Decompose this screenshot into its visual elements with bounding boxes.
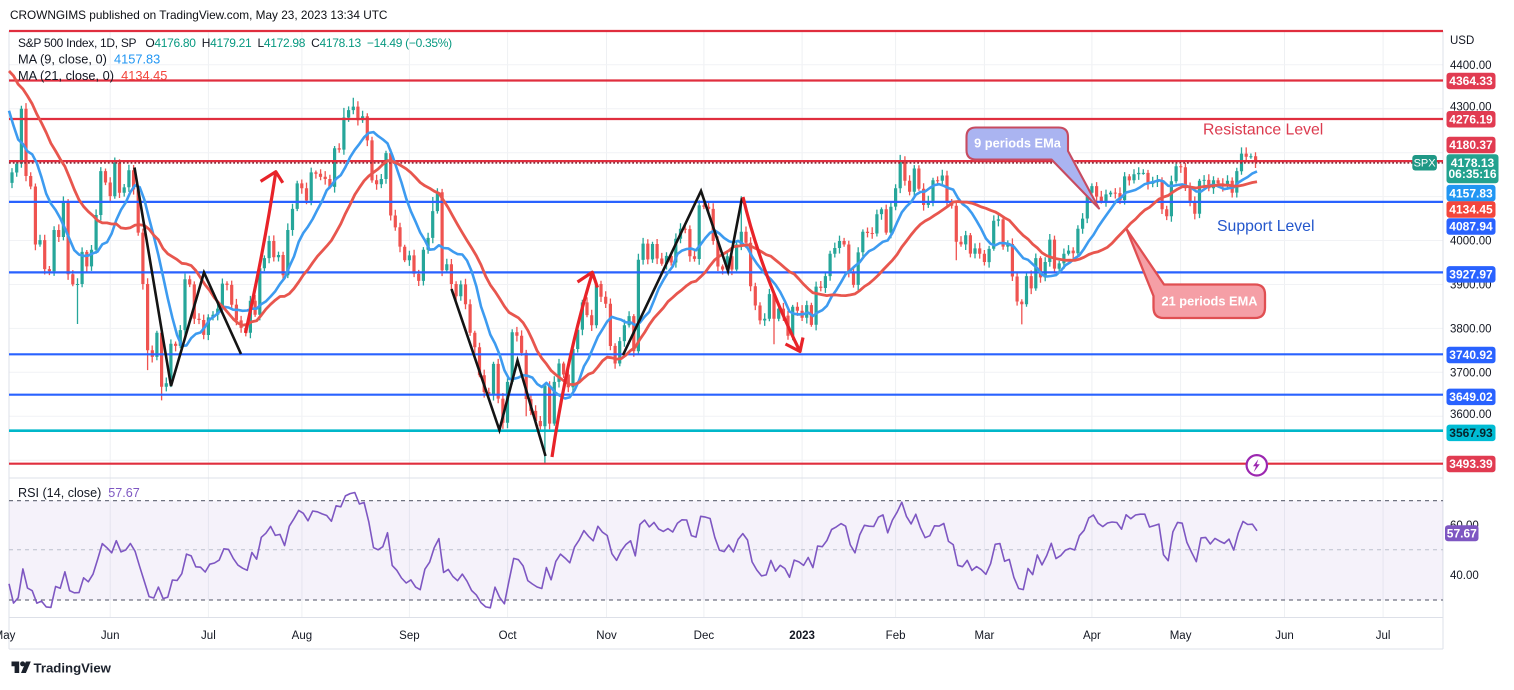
svg-text:4000.00: 4000.00: [1450, 236, 1492, 248]
svg-text:4300.00: 4300.00: [1450, 102, 1492, 114]
svg-text:MA (21, close, 0) 4134.45: MA (21, close, 0) 4134.45: [18, 68, 167, 83]
svg-text:TradingView: TradingView: [34, 661, 112, 676]
svg-text:RSI (14, close) 57.67: RSI (14, close) 57.67: [18, 486, 140, 500]
svg-text:MA (9, close, 0) 4157.83: MA (9, close, 0) 4157.83: [18, 52, 160, 67]
svg-text:4134.45: 4134.45: [1449, 203, 1493, 217]
svg-text:Mar: Mar: [974, 630, 994, 642]
svg-text:Jun: Jun: [1275, 630, 1294, 642]
svg-text:3700.00: 3700.00: [1450, 367, 1492, 379]
svg-text:06:35:16: 06:35:16: [1448, 167, 1496, 181]
svg-text:Apr: Apr: [1083, 630, 1101, 642]
svg-text:May: May: [1170, 630, 1192, 642]
svg-text:3927.97: 3927.97: [1449, 268, 1493, 282]
svg-text:Sep: Sep: [399, 630, 419, 642]
svg-text:57.67: 57.67: [1447, 526, 1477, 540]
svg-text:USD: USD: [1450, 35, 1474, 47]
svg-text:Nov: Nov: [596, 630, 617, 642]
svg-text:Jun: Jun: [101, 630, 120, 642]
svg-text:4180.37: 4180.37: [1449, 138, 1493, 152]
svg-text:Dec: Dec: [694, 630, 715, 642]
svg-text:SPX: SPX: [1414, 158, 1437, 170]
svg-text:4276.19: 4276.19: [1449, 113, 1493, 127]
svg-text:4157.83: 4157.83: [1449, 186, 1493, 200]
svg-text:Resistance Level: Resistance Level: [1203, 122, 1323, 139]
svg-text:9 periods EMa: 9 periods EMa: [974, 136, 1062, 151]
svg-text:3567.93: 3567.93: [1449, 426, 1493, 440]
svg-text:May: May: [0, 630, 16, 642]
svg-text:4364.33: 4364.33: [1449, 74, 1493, 88]
svg-text:3800.00: 3800.00: [1450, 323, 1492, 335]
svg-text:40.00: 40.00: [1450, 570, 1479, 582]
svg-text:Oct: Oct: [499, 630, 518, 642]
svg-text:CROWNGIMS published on Trading: CROWNGIMS published on TradingView.com, …: [10, 8, 388, 22]
svg-text:4400.00: 4400.00: [1450, 60, 1492, 72]
svg-text:4178.13: 4178.13: [1451, 156, 1495, 170]
svg-text:Feb: Feb: [886, 630, 906, 642]
svg-text:Aug: Aug: [292, 630, 312, 642]
svg-text:Jul: Jul: [201, 630, 216, 642]
svg-text:3493.39: 3493.39: [1449, 457, 1493, 471]
svg-text:21 periods EMA: 21 periods EMA: [1161, 294, 1257, 309]
svg-text:Jul: Jul: [1376, 630, 1391, 642]
svg-text:2023: 2023: [789, 630, 815, 642]
svg-text:3740.92: 3740.92: [1449, 348, 1493, 362]
svg-text:4087.94: 4087.94: [1449, 220, 1493, 234]
svg-text:Support Level: Support Level: [1217, 218, 1314, 235]
svg-text:S&P 500 Index, 1D, SP O4176.: S&P 500 Index, 1D, SP O4176.80 H4179.21 …: [18, 36, 452, 50]
svg-text:3649.02: 3649.02: [1449, 390, 1493, 404]
svg-text:3600.00: 3600.00: [1450, 409, 1492, 421]
